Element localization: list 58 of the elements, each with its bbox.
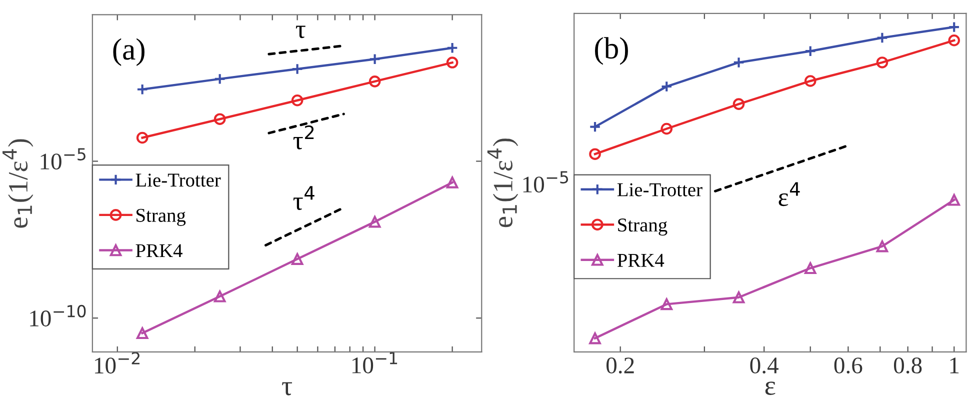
- point: [589, 332, 601, 344]
- legend-label: Lie-Trotter: [136, 174, 221, 187]
- x-tick-label: 0.4: [750, 358, 778, 374]
- point: [804, 262, 816, 274]
- x-tick-label: 0.2: [606, 358, 634, 374]
- legend-label: Strang: [618, 218, 668, 236]
- point: [368, 53, 381, 66]
- point: [214, 290, 226, 302]
- point: [136, 132, 148, 144]
- y-tick-label: 10$^{−10}$: [30, 304, 86, 326]
- point: [214, 113, 226, 126]
- legend-label: PRK4: [617, 254, 664, 267]
- annotation: (a): [113, 38, 144, 66]
- point: [291, 94, 304, 106]
- point: [660, 80, 673, 92]
- point: [732, 291, 745, 304]
- point: [368, 76, 381, 88]
- x-axis-title: ε: [765, 382, 776, 396]
- point: [804, 45, 816, 58]
- x-tick-label: 1: [950, 358, 959, 374]
- legend-label: Strang: [136, 208, 186, 226]
- y-axis-title: e$_{1}$(1/ε$^{4}$): [487, 138, 518, 228]
- legend-label: Lie-Trotter: [617, 183, 702, 196]
- point: [214, 73, 226, 85]
- x-tick-label: 10$^{−1}$: [352, 352, 398, 374]
- point: [446, 56, 458, 68]
- annotation: (b): [595, 37, 628, 65]
- point: [732, 56, 745, 68]
- annotation: ε$^{4}$: [778, 182, 800, 206]
- point: [136, 327, 148, 340]
- x-tick-label: 10$^{−2}$: [95, 352, 140, 374]
- point: [660, 298, 673, 310]
- x-tick-label: 0.6: [834, 358, 862, 374]
- y-axis-title: e$_{1}$(1/ε$^{4}$): [2, 139, 34, 228]
- point: [589, 120, 601, 133]
- point: [948, 34, 960, 46]
- point: [291, 253, 304, 265]
- point: [804, 75, 816, 87]
- point: [948, 194, 960, 206]
- x-axis-title: τ: [282, 382, 292, 396]
- annotation: τ$^{4}$: [293, 186, 314, 210]
- point: [660, 122, 673, 135]
- point: [136, 83, 148, 96]
- point: [589, 148, 601, 160]
- legend-label: PRK4: [136, 244, 182, 258]
- x-tick-label: 0.8: [894, 358, 922, 374]
- annotation: τ$^{2}$: [293, 125, 314, 150]
- point: [876, 32, 888, 44]
- point: [446, 42, 458, 54]
- point: [732, 98, 745, 110]
- point: [876, 56, 888, 68]
- annotation: τ: [296, 26, 306, 38]
- point: [876, 240, 888, 252]
- text: 10$^{−5}$: [523, 171, 568, 193]
- point: [446, 176, 458, 188]
- point: [368, 216, 381, 228]
- point: [291, 63, 304, 75]
- point: [948, 21, 960, 33]
